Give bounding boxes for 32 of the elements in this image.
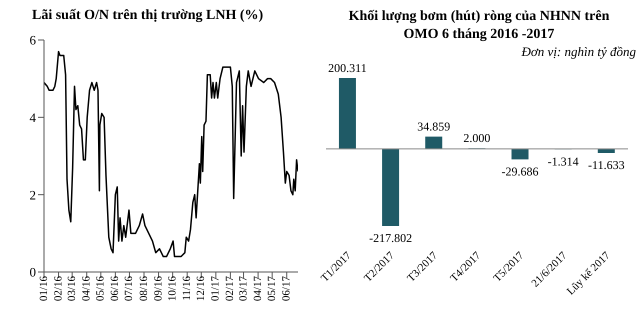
x-tick-label: 05/16: [94, 276, 107, 302]
data-label: -217.802: [369, 231, 412, 245]
x-tick-label: 09/16: [152, 276, 164, 302]
data-label: 2.000: [463, 131, 490, 146]
x-tick-label: 04/17: [252, 276, 264, 302]
x-tick-label: 01/17: [210, 276, 222, 302]
x-tick-label: 06/16: [109, 276, 122, 302]
chart-title: Khối lượng bơm (hút) ròng của NHNN trên OMO 6 tháng 2016 -2017: [348, 8, 610, 44]
x-tick-label: 03/17: [237, 276, 250, 302]
data-label: 34.859: [417, 120, 450, 134]
x-tick-label: 10/16: [166, 276, 178, 302]
x-tick-label: 03/16: [66, 276, 78, 302]
chart-subtitle: Đơn vị: nghìn tỷ đồng: [520, 44, 637, 60]
x-tick-label: 11/16: [181, 276, 194, 301]
y-tick-label: 2: [30, 187, 36, 202]
x-tick-label: 04/16: [80, 276, 93, 302]
x-tick-label: 05/17: [266, 276, 278, 302]
y-tick-label: 6: [30, 32, 36, 48]
x-tick-label: 02/16: [52, 276, 64, 302]
data-label: -29.686: [502, 164, 539, 178]
x-tick-label: 02/17: [224, 276, 236, 302]
data-label: -1.314: [548, 154, 579, 168]
y-tick-label: 4: [30, 110, 36, 125]
chart-title: Lãi suất O/N trên thị trường LNH (%): [31, 8, 264, 25]
x-tick-label: 12/16: [195, 276, 208, 302]
x-tick-label: 08/16: [138, 276, 150, 302]
y-tick-label: 0: [30, 264, 36, 280]
data-label: -11.633: [588, 158, 625, 172]
x-tick-label: 06/17: [280, 276, 293, 302]
x-tick-label: 01/16: [38, 276, 50, 302]
data-label: 200.311: [328, 61, 367, 75]
x-tick-label: 07/16: [123, 276, 136, 302]
